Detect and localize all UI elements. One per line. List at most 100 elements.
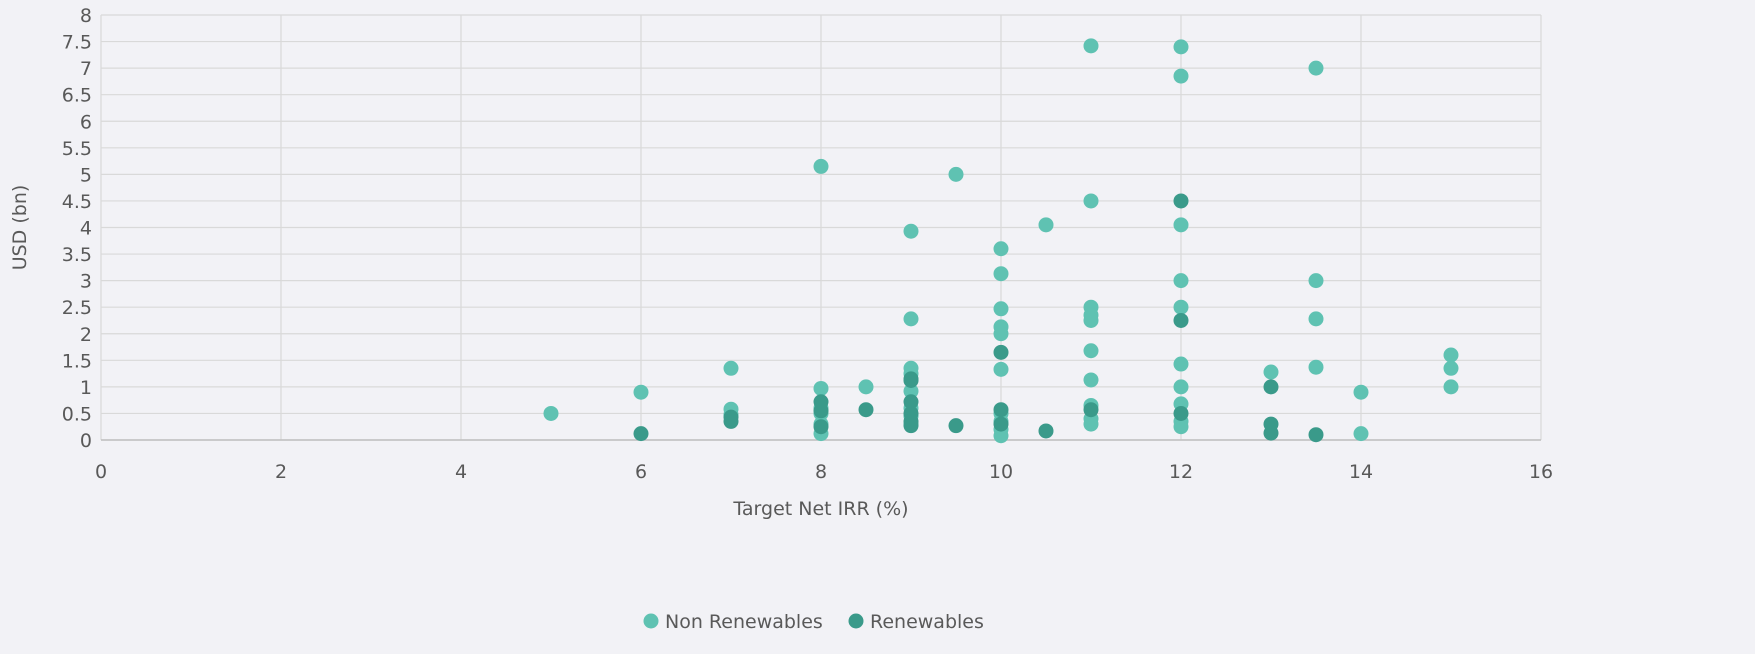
y-tick-label: 4	[80, 218, 92, 240]
data-point	[813, 403, 829, 419]
y-tick-label: 3	[80, 271, 92, 293]
data-point	[1353, 426, 1369, 442]
data-point	[1173, 299, 1189, 315]
data-point	[858, 402, 874, 418]
data-point	[1083, 372, 1099, 388]
data-point	[1263, 364, 1279, 380]
data-point	[1173, 356, 1189, 372]
y-tick-label: 4.5	[62, 191, 92, 213]
y-tick-label: 5.5	[62, 138, 92, 160]
y-tick-label: 6	[80, 111, 92, 133]
x-tick-label: 4	[455, 461, 467, 483]
data-point	[993, 402, 1009, 418]
data-point	[813, 419, 829, 435]
x-tick-label: 0	[95, 461, 107, 483]
data-point	[993, 301, 1009, 317]
legend-marker	[848, 613, 864, 629]
data-point	[903, 223, 919, 239]
y-tick-label: 7.5	[62, 32, 92, 54]
data-point	[1308, 359, 1324, 375]
legend: Non Renewables Renewables	[643, 611, 984, 633]
data-point	[1443, 347, 1459, 363]
data-point	[1173, 68, 1189, 84]
data-point	[1173, 217, 1189, 233]
data-point	[1083, 402, 1099, 418]
data-point	[633, 426, 649, 442]
data-point	[1308, 427, 1324, 443]
data-point	[1038, 217, 1054, 233]
data-point	[903, 311, 919, 327]
data-point	[1173, 39, 1189, 55]
data-point	[903, 383, 919, 399]
x-axis-title: Target Net IRR (%)	[732, 498, 908, 520]
y-tick-label: 8	[80, 5, 92, 27]
data-point	[1263, 425, 1279, 441]
x-tick-label: 2	[275, 461, 287, 483]
data-point	[813, 158, 829, 174]
data-point	[993, 416, 1009, 432]
data-point	[948, 166, 964, 182]
axes: 0 0.5 1 1.5 2 2.5 3 3.5 4 4.5 5 5.5 6 6.5 7 7.5 8 0 2 4 6 8 10…	[62, 5, 1553, 483]
y-tick-label: 1	[80, 377, 92, 399]
x-tick-label: 16	[1529, 461, 1553, 483]
legend-marker	[643, 613, 659, 629]
data-point	[1083, 193, 1099, 209]
x-tick-label: 8	[815, 461, 827, 483]
data-point	[1083, 312, 1099, 328]
gridlines	[100, 14, 1542, 441]
data-point	[1443, 360, 1459, 376]
data-point	[993, 361, 1009, 377]
data-point	[1173, 379, 1189, 395]
data-point	[1308, 273, 1324, 289]
data-point	[723, 360, 739, 376]
data-point	[723, 413, 739, 429]
y-tick-label: 0	[80, 430, 92, 452]
y-tick-label: 2	[80, 324, 92, 346]
legend-label: Renewables	[870, 611, 984, 633]
data-point	[633, 384, 649, 400]
y-tick-label: 0.5	[62, 403, 92, 425]
data-point	[993, 344, 1009, 360]
data-point	[1173, 193, 1189, 209]
data-point	[543, 405, 559, 421]
data-point	[903, 418, 919, 434]
data-series	[543, 38, 1459, 444]
data-point	[993, 428, 1009, 444]
data-point	[813, 380, 829, 396]
legend-item: Non Renewables	[643, 611, 823, 633]
y-tick-label: 3.5	[62, 244, 92, 266]
data-point	[1173, 405, 1189, 421]
y-tick-label: 7	[80, 58, 92, 80]
data-point	[1173, 273, 1189, 289]
data-point	[1308, 60, 1324, 76]
y-tick-label: 1.5	[62, 350, 92, 372]
data-point	[1443, 379, 1459, 395]
x-tick-label: 12	[1169, 461, 1193, 483]
x-tick-label: 14	[1349, 461, 1373, 483]
data-point	[903, 394, 919, 410]
data-point	[1173, 419, 1189, 435]
data-point	[1263, 379, 1279, 395]
data-point	[1083, 416, 1099, 432]
x-tick-label: 10	[989, 461, 1013, 483]
y-tick-label: 5	[80, 164, 92, 186]
data-point	[993, 326, 1009, 342]
data-point	[1173, 312, 1189, 328]
legend-item: Renewables	[848, 611, 984, 633]
data-point	[1083, 343, 1099, 359]
data-point	[858, 379, 874, 395]
data-point	[993, 266, 1009, 282]
legend-label: Non Renewables	[665, 611, 823, 633]
x-tick-label: 6	[635, 461, 647, 483]
data-point	[948, 418, 964, 434]
data-point	[1038, 423, 1054, 439]
data-point	[1083, 38, 1099, 54]
data-point	[1353, 384, 1369, 400]
data-point	[1308, 311, 1324, 327]
y-axis-title: USD (bn)	[9, 185, 31, 271]
series-renewables	[633, 193, 1324, 443]
y-tick-label: 6.5	[62, 85, 92, 107]
data-point	[903, 373, 919, 388]
